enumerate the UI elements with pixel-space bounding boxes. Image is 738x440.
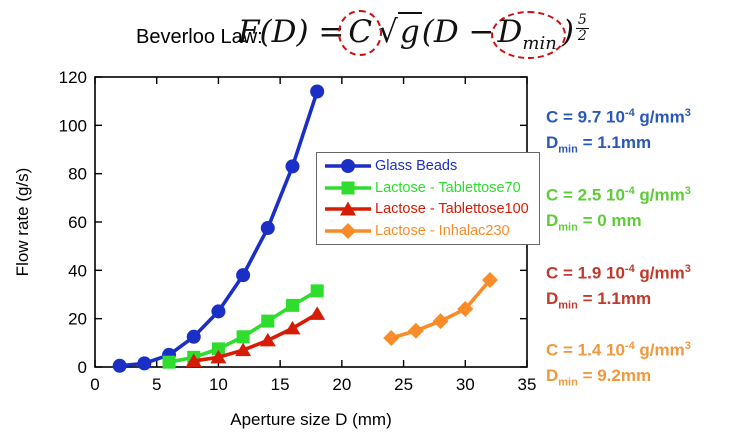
- series-glass-beads-marker: [236, 268, 251, 283]
- x-tick-label: 20: [332, 375, 351, 394]
- fit-annotation-glass-beads-fit: C = 9.7 10-4 g/mm3 Dmin = 1.1mm: [546, 101, 738, 162]
- formula-coefficient: C: [348, 14, 373, 50]
- formula-exponent-num: 5: [575, 12, 589, 29]
- x-tick-label: 30: [456, 375, 475, 394]
- series-lactose-tablettose70-marker: [285, 298, 299, 312]
- y-axis-title: Flow rate (g/s): [13, 168, 32, 277]
- y-tick-label: 40: [68, 261, 87, 280]
- series-glass-beads-marker: [260, 221, 275, 236]
- series-glass-beads-marker: [211, 304, 226, 319]
- series-glass-beads-marker: [137, 356, 152, 371]
- formula-exponent-den: 2: [577, 27, 587, 44]
- fit-c-value: C = 1.9 10-4 g/mm3: [546, 263, 691, 283]
- formula-dmin-sub: min: [522, 33, 557, 55]
- x-tick-label: 5: [152, 375, 161, 394]
- formula-dmin-highlight: Dmin: [490, 11, 566, 60]
- legend-label-glass-beads: Glass Beads: [375, 157, 458, 174]
- series-glass-beads-marker: [310, 84, 325, 99]
- flow-rate-chart: 0 5 10 15 20 25 30 35 0 20 40 60 80 100 120 Aperture si…: [13, 68, 537, 429]
- series-lactose-tablettose100-marker: [309, 306, 326, 320]
- series-lactose-tablettose100-marker: [210, 349, 227, 364]
- legend-label-lactose-tablettose100: Lactose - Tablettose100: [375, 201, 529, 218]
- series-lactose-tablettose100-marker: [259, 332, 276, 347]
- fit-annotation-tablettose70-fit: C = 2.5 10-4 g/mm3 Dmin = 0 mm: [546, 179, 738, 240]
- x-tick-label: 35: [518, 375, 537, 394]
- x-tick-label: 15: [271, 375, 290, 394]
- series-lactose-tablettose70-marker: [236, 330, 250, 344]
- series-lactose-tablettose100-marker: [284, 320, 301, 335]
- fit-dmin-value: Dmin = 9.2mm: [546, 365, 652, 389]
- legend-entry-lactose-tablettose100: Lactose - Tablettose100: [324, 200, 539, 218]
- series-lactose-tablettose70-marker: [162, 355, 176, 369]
- fit-dmin-value: Dmin = 0 mm: [546, 210, 642, 234]
- series-lactose-tablettose70-marker: [261, 314, 275, 328]
- figure-title: Beverloo Law:: [136, 26, 263, 48]
- formula-lhs: F(D) =: [238, 14, 345, 50]
- y-tick-label: 20: [68, 310, 87, 329]
- legend-label-lactose-tablettose70: Lactose - Tablettose70: [375, 179, 521, 196]
- series-lactose-inhalac230-marker: [407, 322, 424, 339]
- x-tick-label: 25: [394, 375, 413, 394]
- series-glass-beads-marker: [112, 358, 127, 373]
- formula-close-paren: ): [561, 14, 574, 50]
- series-lactose-inhalac230-marker: [432, 313, 449, 330]
- formula-coefficient-highlight: C: [338, 10, 383, 56]
- fit-dmin-value: Dmin = 1.1mm: [546, 132, 652, 156]
- chart-legend: Glass Beads Lactose - Tablettose70 Lactose…: [316, 152, 540, 245]
- series-line-lactose-inhalac230: [389, 278, 492, 340]
- y-tick-label: 100: [59, 116, 87, 135]
- formula-dmin-base: D: [497, 14, 523, 50]
- legend-entry-lactose-tablettose70: Lactose - Tablettose70: [324, 179, 539, 197]
- x-tick-label: 10: [209, 375, 228, 394]
- fit-annotation-inhalac230-fit: C = 1.4 10-4 g/mm3 Dmin = 9.2mm: [546, 334, 738, 395]
- fit-c-value: C = 1.4 10-4 g/mm3: [546, 340, 691, 360]
- triangle-line-icon: [325, 201, 371, 216]
- beverloo-formula: F(D) = C √g(D −Dmin) 5 2: [238, 10, 589, 60]
- formula-sqrt-arg: g: [397, 12, 422, 50]
- y-tick-label: 80: [68, 165, 87, 184]
- fit-c-value: C = 2.5 10-4 g/mm3: [546, 185, 691, 205]
- series-lactose-inhalac230-marker: [481, 272, 498, 288]
- square-line-icon: [325, 181, 371, 195]
- series-lactose-tablettose70-marker: [211, 342, 225, 356]
- series-glass-beads-marker: [285, 159, 300, 174]
- series-line-glass-beads: [117, 89, 319, 368]
- series-lactose-inhalac230-marker: [383, 330, 400, 346]
- y-tick-label: 60: [68, 213, 87, 232]
- legend-entry-glass-beads: Glass Beads: [324, 157, 539, 175]
- series-lactose-inhalac230-marker: [457, 301, 474, 317]
- series-lactose-tablettose70-marker: [310, 284, 324, 298]
- y-tick-label: 0: [78, 358, 87, 377]
- fit-annotation-tablettose100-fit: C = 1.9 10-4 g/mm3 Dmin = 1.1mm: [546, 257, 738, 318]
- y-tick-label: 120: [59, 68, 87, 87]
- formula-mid: (D −: [421, 14, 495, 50]
- series-lactose-tablettose100-marker: [185, 353, 202, 367]
- series-glass-beads-marker: [186, 329, 201, 344]
- series-lactose-tablettose100-marker: [235, 342, 252, 357]
- legend-label-lactose-inhalac230: Lactose - Inhalac230: [375, 223, 510, 240]
- diamond-line-icon: [325, 223, 371, 240]
- circle-line-icon: [325, 158, 371, 173]
- x-axis-title: Aperture size D (mm): [230, 410, 392, 429]
- legend-entry-lactose-inhalac230: Lactose - Inhalac230: [324, 222, 539, 240]
- fit-dmin-value: Dmin = 1.1mm: [546, 288, 652, 312]
- fit-c-value: C = 9.7 10-4 g/mm3: [546, 107, 691, 127]
- sqrt-icon: √: [378, 14, 398, 50]
- x-tick-label: 0: [90, 375, 99, 394]
